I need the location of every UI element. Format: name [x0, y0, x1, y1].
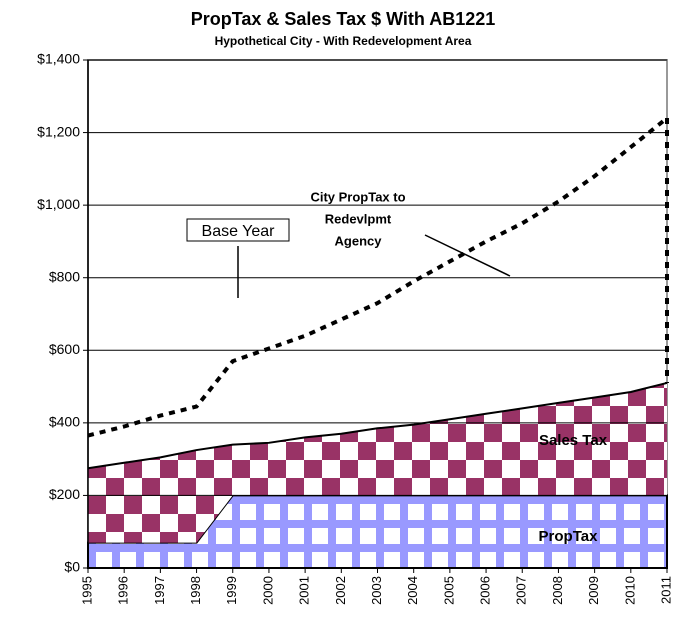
y-tick-label: $400: [49, 414, 80, 430]
x-tick-label: 2008: [550, 576, 565, 605]
series-label: PropTax: [539, 528, 599, 545]
x-tick-label: 2007: [514, 576, 529, 605]
x-tick-label: 2009: [586, 576, 601, 605]
x-tick-label: 2004: [405, 576, 420, 605]
x-tick-label: 1996: [116, 576, 131, 605]
annotation: Redevlpmt: [325, 211, 392, 226]
y-tick-label: $1,000: [37, 196, 80, 212]
y-tick-label: $200: [49, 486, 80, 502]
annotation: Agency: [335, 233, 383, 248]
x-tick-label: 2002: [333, 576, 348, 605]
redevelopment-line: [87, 116, 669, 438]
x-tick-label: 1998: [188, 576, 203, 605]
x-tick-label: 2005: [441, 576, 456, 605]
y-tick-label: $600: [49, 341, 80, 357]
chart-subtitle: Hypothetical City - With Redevelopment A…: [215, 34, 472, 48]
y-tick-label: $1,200: [37, 123, 80, 139]
x-tick-label: 2003: [369, 576, 384, 605]
x-tick-label: 2006: [478, 576, 493, 605]
chart-title: PropTax & Sales Tax $ With AB1221: [191, 9, 496, 29]
y-tick-label: $0: [64, 559, 80, 575]
x-tick-label: 1997: [152, 576, 167, 605]
annotation: Base Year: [202, 223, 276, 240]
annotation-box: [186, 218, 290, 242]
annotation: City PropTax to: [310, 189, 405, 204]
annotation-line: [424, 234, 511, 277]
x-tick-label: 2000: [260, 576, 275, 605]
y-tick-label: $1,400: [37, 51, 80, 67]
x-tick-label: 2001: [297, 576, 312, 605]
x-tick-label: 2010: [622, 576, 637, 605]
x-tick-label: 1999: [224, 576, 239, 605]
total-line: [87, 381, 668, 470]
series-label: Sales Tax: [539, 432, 608, 449]
y-tick-label: $800: [49, 268, 80, 284]
x-tick-label: 2011: [658, 576, 673, 604]
x-tick-label: 1995: [79, 576, 94, 605]
